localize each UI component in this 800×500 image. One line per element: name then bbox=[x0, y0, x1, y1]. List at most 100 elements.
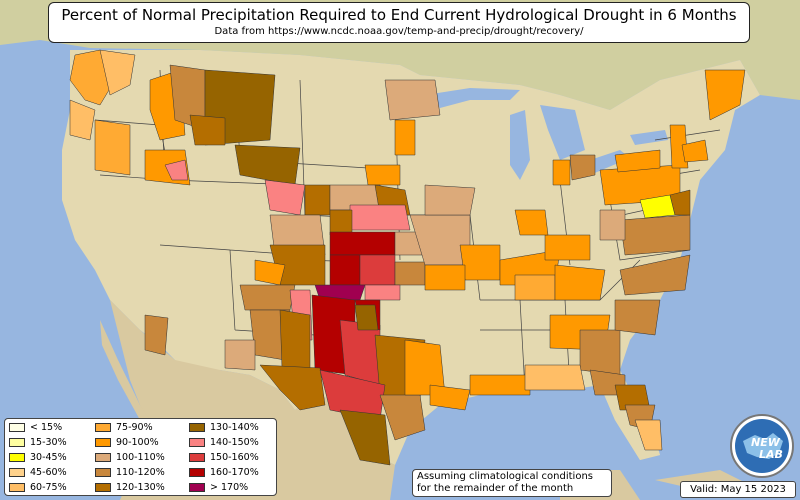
zone-ga bbox=[579, 329, 621, 376]
legend-item: 30-45% bbox=[9, 452, 67, 466]
zone-nd-east bbox=[384, 79, 441, 121]
legend-item: 150-160% bbox=[189, 452, 259, 466]
legend-swatch bbox=[189, 438, 205, 447]
note-line-1: Assuming climatological conditions bbox=[417, 471, 593, 482]
zone-mn bbox=[394, 119, 416, 156]
zone-mi bbox=[552, 159, 571, 186]
zone-tx-north bbox=[354, 304, 379, 331]
drought-zones bbox=[69, 49, 746, 466]
zone-mo-east bbox=[459, 244, 501, 281]
zone-ar-tn bbox=[514, 274, 556, 301]
zone-sc bbox=[614, 299, 661, 336]
zone-in bbox=[514, 209, 549, 236]
legend-swatch bbox=[95, 438, 111, 447]
map-subtitle: Data from https://www.ncdc.noaa.gov/temp… bbox=[214, 26, 584, 37]
legend-item: < 15% bbox=[9, 422, 62, 436]
zone-az-south bbox=[224, 339, 256, 371]
zone-tn bbox=[554, 264, 606, 301]
zone-nc bbox=[619, 254, 691, 296]
legend-label: 75-90% bbox=[116, 422, 153, 433]
zone-montana-south bbox=[189, 114, 226, 146]
legend-swatch bbox=[189, 483, 205, 492]
zone-de bbox=[669, 189, 691, 216]
zone-or-west bbox=[69, 99, 96, 141]
zone-ks-south bbox=[329, 231, 396, 256]
legend-item: 130-140% bbox=[189, 422, 259, 436]
legend-item: 60-75% bbox=[9, 482, 67, 496]
zone-va bbox=[619, 214, 691, 256]
legend-label: 150-160% bbox=[210, 452, 259, 463]
legend-label: 160-170% bbox=[210, 467, 259, 478]
legend-item: 140-150% bbox=[189, 437, 259, 451]
zone-ia-north bbox=[424, 184, 476, 216]
legend-label: 45-60% bbox=[30, 467, 67, 478]
zone-ny-central bbox=[669, 124, 689, 169]
zone-la-coast bbox=[429, 384, 471, 411]
zone-ok-southern-pink bbox=[364, 284, 401, 301]
note-box: Assuming climatological conditions for t… bbox=[412, 469, 612, 497]
zone-ok-central bbox=[359, 254, 396, 286]
zone-ky bbox=[544, 234, 591, 261]
map-title: Percent of Normal Precipitation Required… bbox=[61, 6, 737, 24]
legend-item: 15-30% bbox=[9, 437, 67, 451]
zone-mi-small bbox=[569, 154, 596, 181]
legend-item: 110-120% bbox=[95, 467, 165, 481]
zone-tx-west bbox=[259, 364, 326, 411]
zone-ks-west bbox=[329, 209, 353, 236]
legend-swatch bbox=[95, 423, 111, 432]
legend-item: 120-130% bbox=[95, 482, 165, 496]
legend-swatch bbox=[189, 423, 205, 432]
zone-pnw-inland bbox=[99, 49, 136, 96]
zone-ok-west bbox=[329, 254, 361, 286]
legend-swatch bbox=[9, 468, 25, 477]
zone-wyoming-pink bbox=[264, 179, 306, 216]
great-lakes bbox=[425, 88, 668, 180]
legend-swatch bbox=[9, 423, 25, 432]
legend-item: 100-110% bbox=[95, 452, 165, 466]
zone-tx-south bbox=[339, 409, 391, 466]
legend-swatch bbox=[189, 468, 205, 477]
legend-label: 90-100% bbox=[116, 437, 159, 448]
zone-fl-south bbox=[634, 419, 663, 451]
legend-swatch bbox=[95, 483, 111, 492]
legend-label: 30-45% bbox=[30, 452, 67, 463]
zone-ny bbox=[614, 149, 661, 173]
note-line-2: for the remainder of the month bbox=[417, 483, 574, 494]
legend-item: 45-60% bbox=[9, 467, 67, 481]
title-box: Percent of Normal Precipitation Required… bbox=[48, 2, 750, 43]
zone-gulf-coast bbox=[469, 374, 531, 396]
legend-label: 60-75% bbox=[30, 482, 67, 493]
zone-new-england bbox=[704, 69, 746, 121]
legend-swatch bbox=[9, 483, 25, 492]
legend-label: 110-120% bbox=[116, 467, 165, 478]
legend-swatch bbox=[9, 453, 25, 462]
zone-idaho-pink bbox=[164, 159, 189, 181]
legend-swatch bbox=[9, 438, 25, 447]
zone-ks-north bbox=[349, 204, 411, 231]
globe-icon: NEW LAB bbox=[730, 414, 794, 478]
legend-item: 75-90% bbox=[95, 422, 153, 436]
legend-label: 100-110% bbox=[116, 452, 165, 463]
zone-mo-south bbox=[424, 264, 466, 291]
legend-label: < 15% bbox=[30, 422, 63, 433]
legend-item: > 170% bbox=[189, 482, 248, 496]
zone-ca-se bbox=[144, 314, 169, 356]
legend-swatch bbox=[95, 453, 111, 462]
legend-item: 90-100% bbox=[95, 437, 159, 451]
zone-ne-west bbox=[304, 184, 331, 216]
logo-text-top: NEW bbox=[751, 436, 781, 449]
zone-gulf-coast-east bbox=[524, 364, 586, 391]
logo-text-bottom: LAB bbox=[759, 448, 783, 461]
legend: < 15% 15-30% 30-45% 45-60% 60-75% 75-90% 90-10… bbox=[4, 418, 277, 496]
legend-label: 130-140% bbox=[210, 422, 259, 433]
valid-date: Valid: May 15 2023 bbox=[680, 481, 796, 498]
legend-item: 160-170% bbox=[189, 467, 259, 481]
zone-az-north bbox=[239, 284, 296, 311]
legend-label: 140-150% bbox=[210, 437, 259, 448]
zone-wv bbox=[599, 209, 626, 241]
zone-ok-east bbox=[394, 261, 426, 286]
legend-label: 120-130% bbox=[116, 482, 165, 493]
zone-nm-south bbox=[279, 309, 311, 371]
legend-label: 15-30% bbox=[30, 437, 67, 448]
